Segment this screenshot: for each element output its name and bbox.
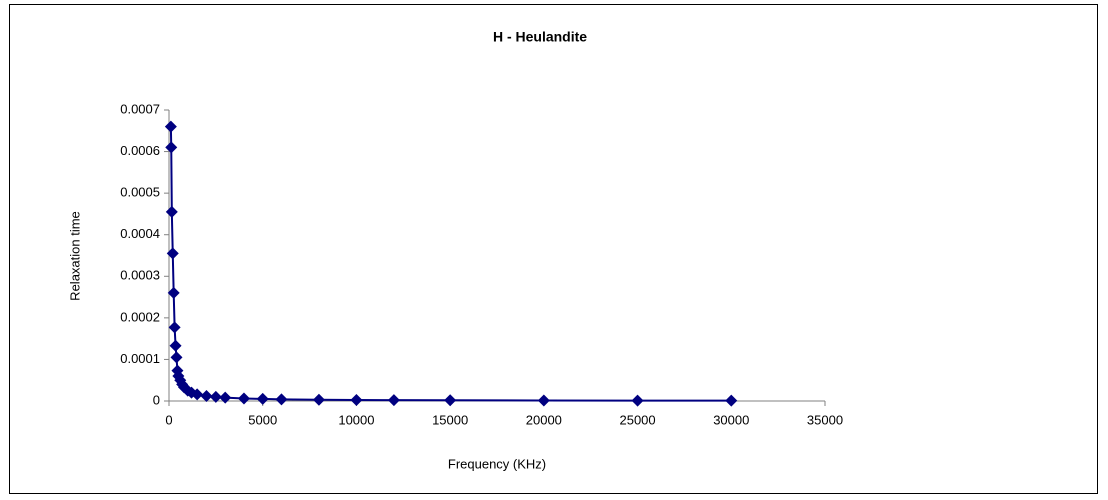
y-tick-label: 0.0006	[120, 143, 160, 158]
x-tick-label: 20000	[526, 412, 562, 427]
marker	[725, 394, 738, 407]
y-tick-label: 0.0001	[120, 351, 160, 366]
marker	[191, 388, 204, 401]
x-axis-label: Frequency (KHz)	[448, 456, 546, 471]
marker	[209, 390, 222, 403]
marker	[169, 339, 182, 352]
marker	[350, 393, 363, 406]
marker	[237, 392, 250, 405]
x-tick-label: 0	[165, 412, 172, 427]
y-tick-label: 0.0003	[120, 268, 160, 283]
marker	[631, 394, 644, 407]
x-tick-label: 25000	[619, 412, 655, 427]
marker	[164, 120, 177, 133]
marker	[200, 390, 213, 403]
marker	[165, 205, 178, 218]
marker	[170, 351, 183, 364]
x-tick-label: 35000	[807, 412, 843, 427]
marker	[165, 141, 178, 154]
chart-title: H - Heulandite	[493, 29, 587, 45]
marker	[537, 394, 550, 407]
y-tick-label: 0.0007	[120, 101, 160, 116]
marker	[166, 247, 179, 260]
marker	[219, 391, 232, 404]
x-tick-label: 5000	[248, 412, 277, 427]
marker	[168, 321, 181, 334]
y-axis-label: Relaxation time	[67, 211, 82, 301]
chart-border	[9, 4, 1098, 494]
marker	[256, 392, 269, 405]
marker	[312, 393, 325, 406]
marker	[387, 394, 400, 407]
y-tick-label: 0.0005	[120, 185, 160, 200]
x-tick-label: 30000	[713, 412, 749, 427]
marker	[167, 286, 180, 299]
y-tick-label: 0.0002	[120, 309, 160, 324]
y-tick-label: 0	[153, 392, 160, 407]
x-tick-label: 15000	[432, 412, 468, 427]
x-tick-label: 10000	[338, 412, 374, 427]
marker	[275, 393, 288, 406]
y-tick-label: 0.0004	[120, 226, 160, 241]
marker	[444, 394, 457, 407]
